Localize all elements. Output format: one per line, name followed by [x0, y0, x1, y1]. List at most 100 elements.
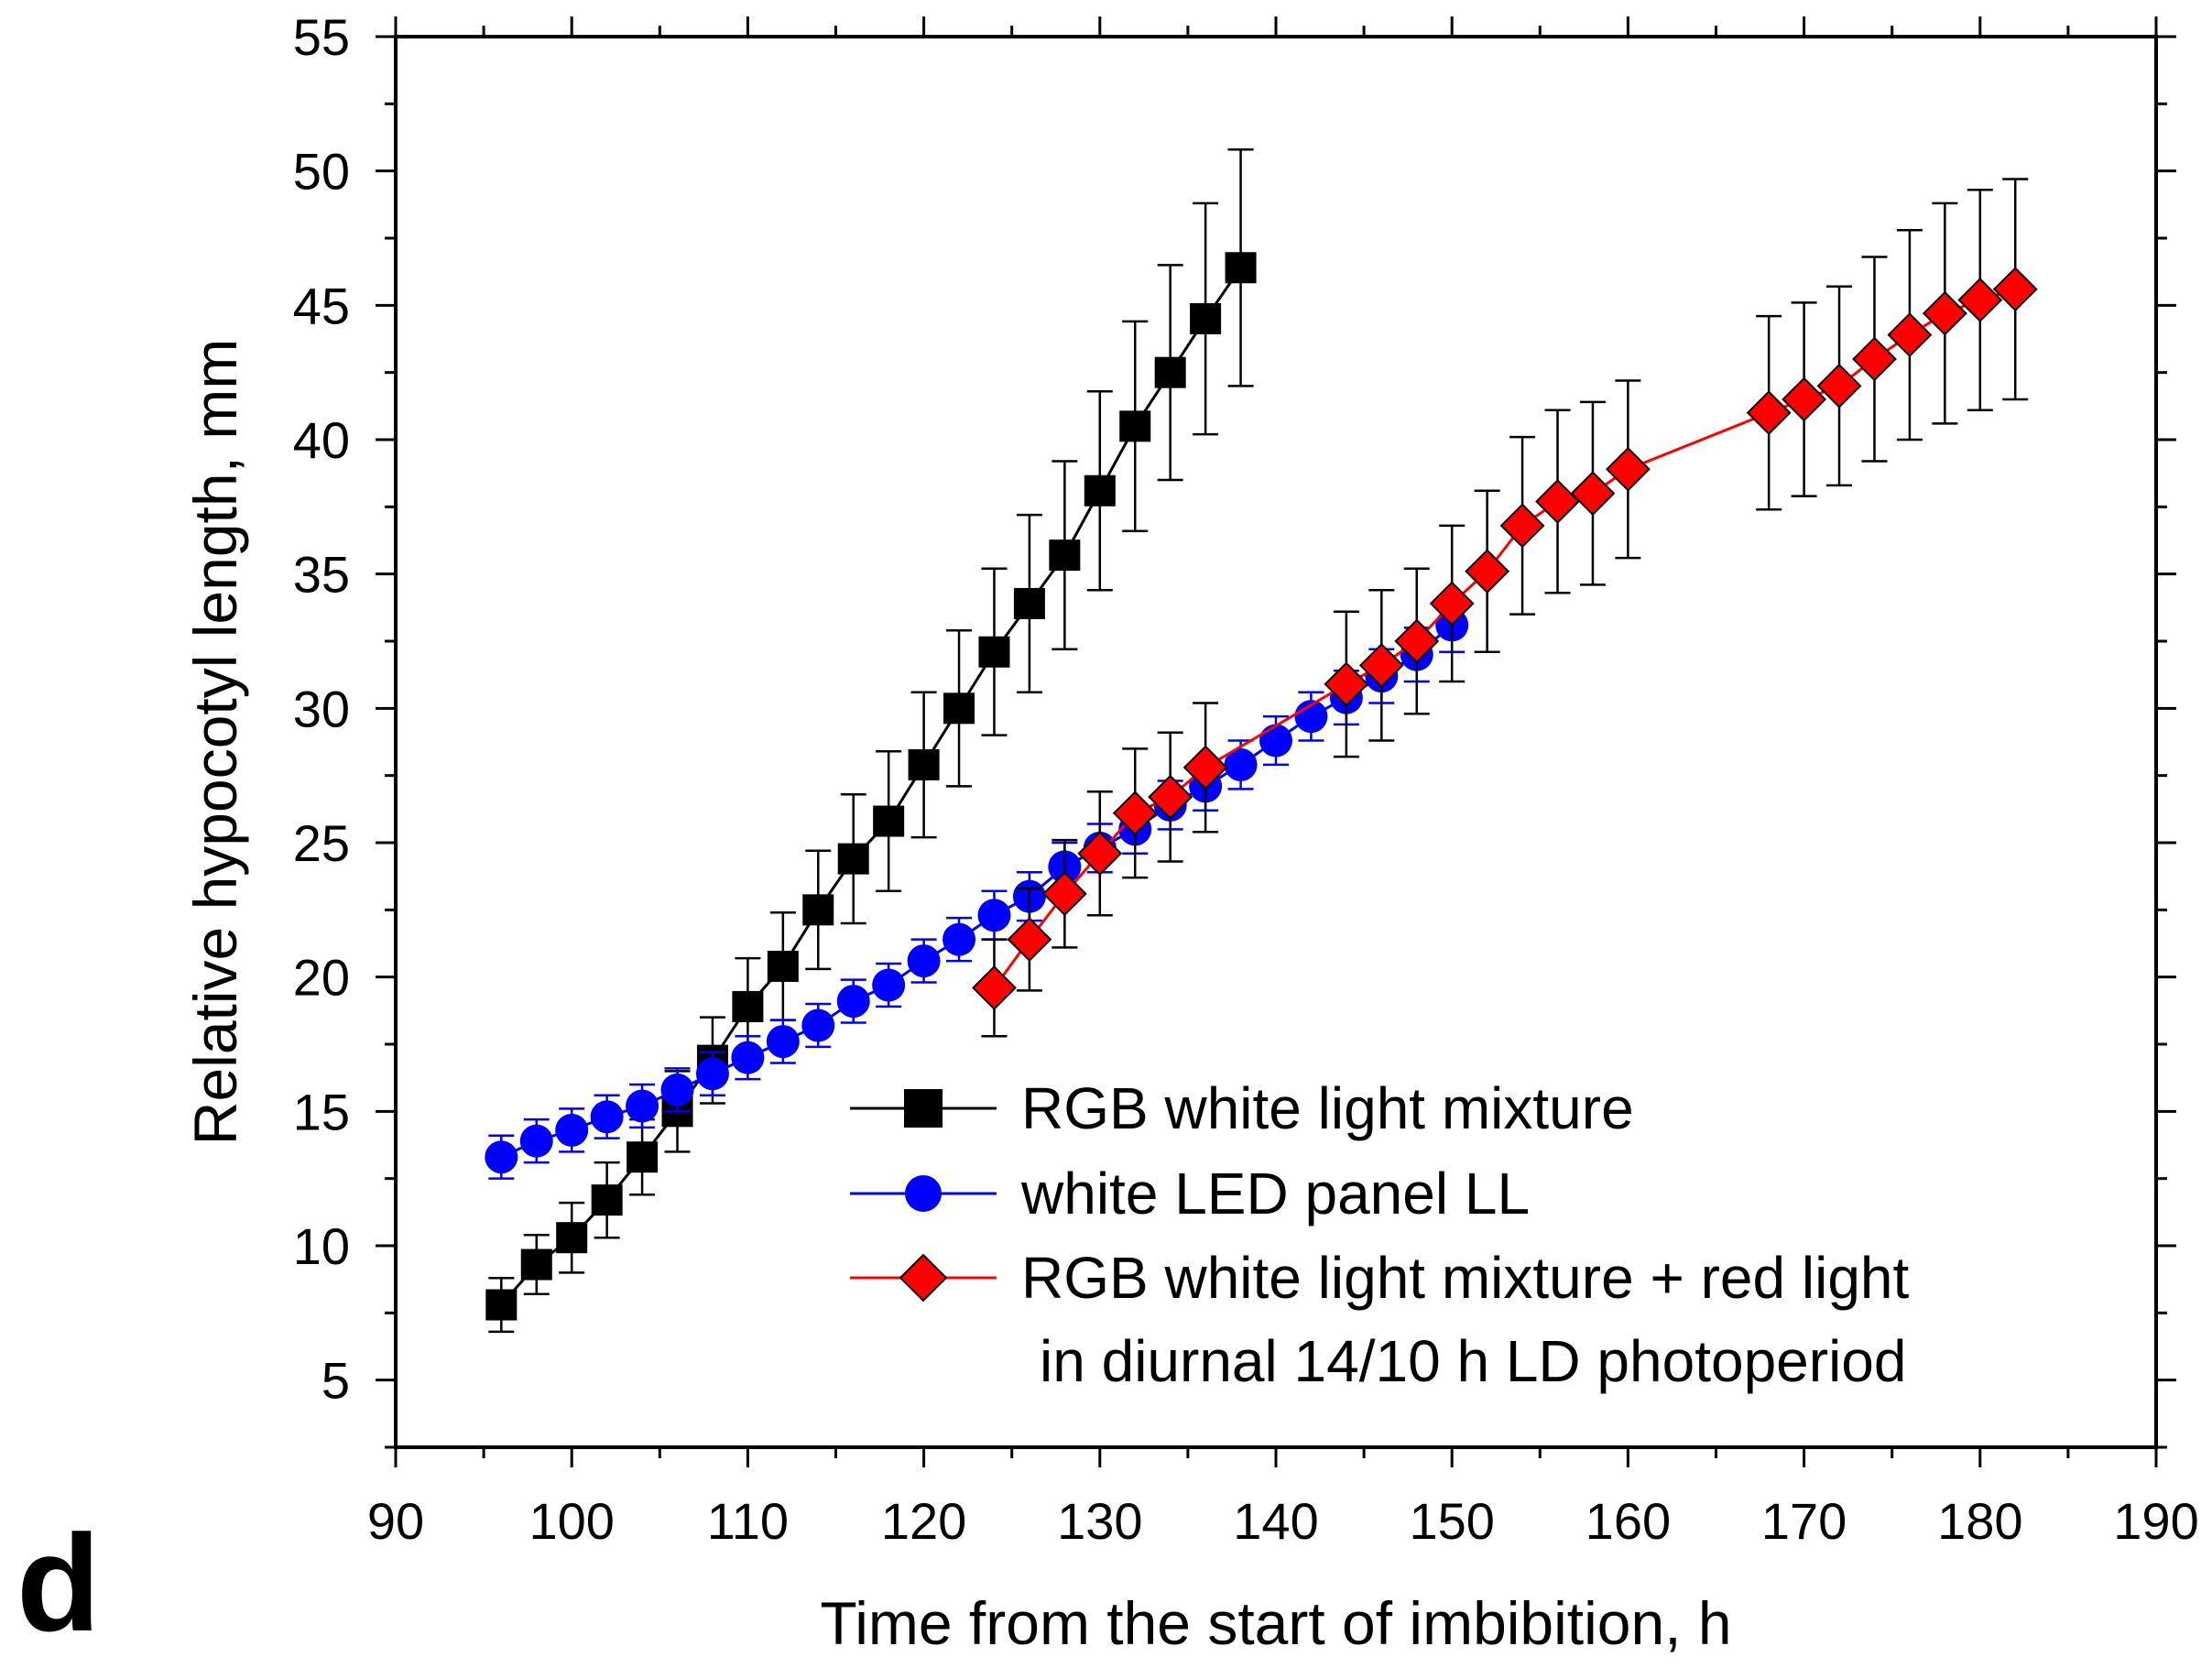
x-tick-label: 170 [1761, 1492, 1847, 1550]
x-axis-title: Time from the start of imbibition, h [820, 1589, 1731, 1657]
data-point [627, 1141, 659, 1173]
y-tick-label: 30 [293, 680, 350, 737]
data-point [1358, 642, 1404, 688]
data-point [1259, 724, 1292, 758]
x-tick-label: 120 [881, 1492, 966, 1550]
data-point [1077, 831, 1123, 877]
data-point [520, 1248, 552, 1281]
data-point [802, 894, 834, 926]
legend-label-led: white LED panel LL [1020, 1161, 1530, 1226]
series-line [500, 267, 1242, 1306]
series-line [993, 288, 2016, 989]
data-point [1499, 503, 1545, 549]
data-point [555, 1113, 589, 1147]
x-tick-label: 90 [367, 1492, 424, 1550]
data-point [1182, 745, 1228, 790]
plot-area [376, 16, 2176, 1467]
y-tick-label: 10 [293, 1217, 350, 1275]
data-point [943, 692, 975, 725]
data-point [1041, 871, 1087, 917]
data-point [943, 922, 976, 956]
data-point [1225, 252, 1257, 284]
data-point [1394, 618, 1440, 664]
data-point [1746, 390, 1792, 436]
data-point [837, 843, 869, 875]
x-tick-label: 130 [1057, 1492, 1142, 1550]
data-point [485, 1289, 518, 1321]
data-point [907, 944, 941, 978]
data-point [977, 899, 1011, 932]
data-point [1119, 410, 1151, 442]
x-tick-label: 140 [1233, 1492, 1318, 1550]
data-point [1992, 267, 2038, 312]
data-point [1148, 774, 1193, 820]
data-point [519, 1124, 553, 1158]
data-point [1957, 278, 2003, 322]
data-point [767, 950, 799, 982]
data-point [1535, 479, 1580, 524]
data-point [1049, 540, 1081, 572]
data-point [1852, 336, 1897, 382]
axis-ticks [376, 16, 2176, 1467]
data-point [1605, 446, 1651, 492]
data-point [801, 1008, 835, 1042]
x-tick-label: 110 [707, 1492, 789, 1550]
data-point [591, 1184, 623, 1216]
legend-label-red-line1: RGB white light mixture + red light [1021, 1245, 1910, 1311]
y-tick-label: 55 [293, 8, 350, 66]
data-point [731, 1041, 765, 1074]
y-tick-label: 50 [293, 143, 350, 201]
x-tick-label: 190 [2113, 1492, 2198, 1550]
data-point [978, 636, 1010, 668]
legend: RGB white light mixture white LED panel … [850, 1075, 1910, 1394]
data-point [485, 1140, 518, 1174]
data-series [485, 147, 2038, 1334]
data-point [1224, 747, 1258, 781]
data-point [1465, 549, 1510, 594]
data-point [1816, 363, 1862, 409]
x-tick-label: 150 [1409, 1492, 1494, 1550]
tick-labels: 90 100 110 120 130 140 150 160 170 180 190 5 10 15 20 2… [293, 8, 2199, 1550]
data-point [1084, 474, 1116, 507]
legend-label-rgb: RGB white light mixture [1021, 1075, 1634, 1141]
legend-label-red-line2: in diurnal 14/10 h LD photoperiod [1040, 1328, 1906, 1394]
data-point [1294, 700, 1328, 734]
y-tick-label: 35 [293, 546, 350, 604]
data-point [660, 1073, 694, 1107]
data-point [1922, 290, 1967, 336]
data-point [1007, 917, 1052, 963]
data-point [1429, 581, 1475, 627]
series-line [500, 624, 1454, 1159]
data-point [590, 1100, 624, 1134]
data-point [836, 985, 870, 1019]
data-point [1782, 376, 1827, 422]
legend-marker-red [899, 1253, 948, 1303]
y-tick-label: 20 [293, 949, 350, 1007]
y-axis-title: Relative hypocotyl length, mm [181, 339, 249, 1145]
x-tick-label: 180 [1937, 1492, 2022, 1550]
y-tick-label: 5 [321, 1352, 350, 1410]
data-point [872, 968, 906, 1002]
y-tick-label: 45 [293, 277, 350, 334]
data-point [766, 1025, 800, 1059]
legend-marker-rgb [904, 1089, 943, 1128]
x-tick-label: 100 [528, 1492, 614, 1550]
data-point [1887, 312, 1933, 358]
data-point [695, 1057, 729, 1091]
data-point [1190, 303, 1222, 334]
series-0 [485, 147, 1257, 1334]
data-point [556, 1222, 588, 1254]
data-point [1570, 471, 1616, 517]
data-point [626, 1089, 659, 1123]
series-2 [972, 178, 2038, 1038]
data-point [1013, 587, 1045, 619]
y-tick-label: 25 [293, 814, 350, 872]
y-tick-label: 40 [293, 411, 350, 469]
data-point [1324, 661, 1369, 707]
x-tick-label: 160 [1585, 1492, 1671, 1550]
data-point [873, 805, 905, 837]
data-point [732, 990, 764, 1022]
legend-marker-led [905, 1175, 942, 1212]
data-point [908, 748, 940, 780]
